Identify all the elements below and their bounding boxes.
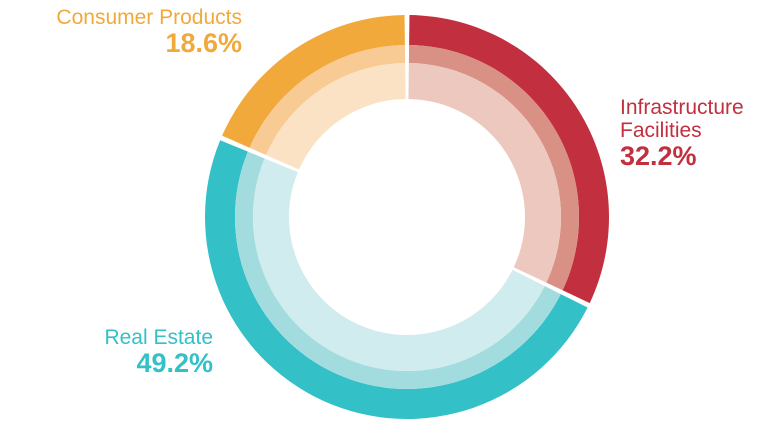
label-real-estate-value: 49.2% xyxy=(136,348,213,379)
slice-consumer-products-ring-3 xyxy=(266,63,406,170)
slice-infrastructure-facilities-ring-1 xyxy=(409,15,609,304)
slice-infrastructure-facilities-ring-3 xyxy=(408,63,562,283)
slice-infrastructure-facilities-ring-2 xyxy=(408,45,579,291)
label-infrastructure-facilities-value: 32.2% xyxy=(620,141,697,172)
label-infrastructure-facilities-name-line1: Infrastructure xyxy=(620,96,744,119)
label-infrastructure-facilities-name-line2: Facilities xyxy=(620,119,702,143)
slice-consumer-products-ring-2 xyxy=(249,45,406,156)
label-infrastructure-facilities: Infrastructure Facilities 32.2% xyxy=(620,96,744,172)
label-consumer-products: Consumer Products 18.6% xyxy=(56,6,242,59)
slice-real-estate-ring-3 xyxy=(252,158,545,372)
label-consumer-products-value: 18.6% xyxy=(165,28,242,59)
label-real-estate-name: Real Estate xyxy=(104,326,213,349)
label-consumer-products-name: Consumer Products xyxy=(56,6,242,29)
label-real-estate: Real Estate 49.2% xyxy=(104,326,213,379)
slice-consumer-products-ring-1 xyxy=(222,15,405,148)
